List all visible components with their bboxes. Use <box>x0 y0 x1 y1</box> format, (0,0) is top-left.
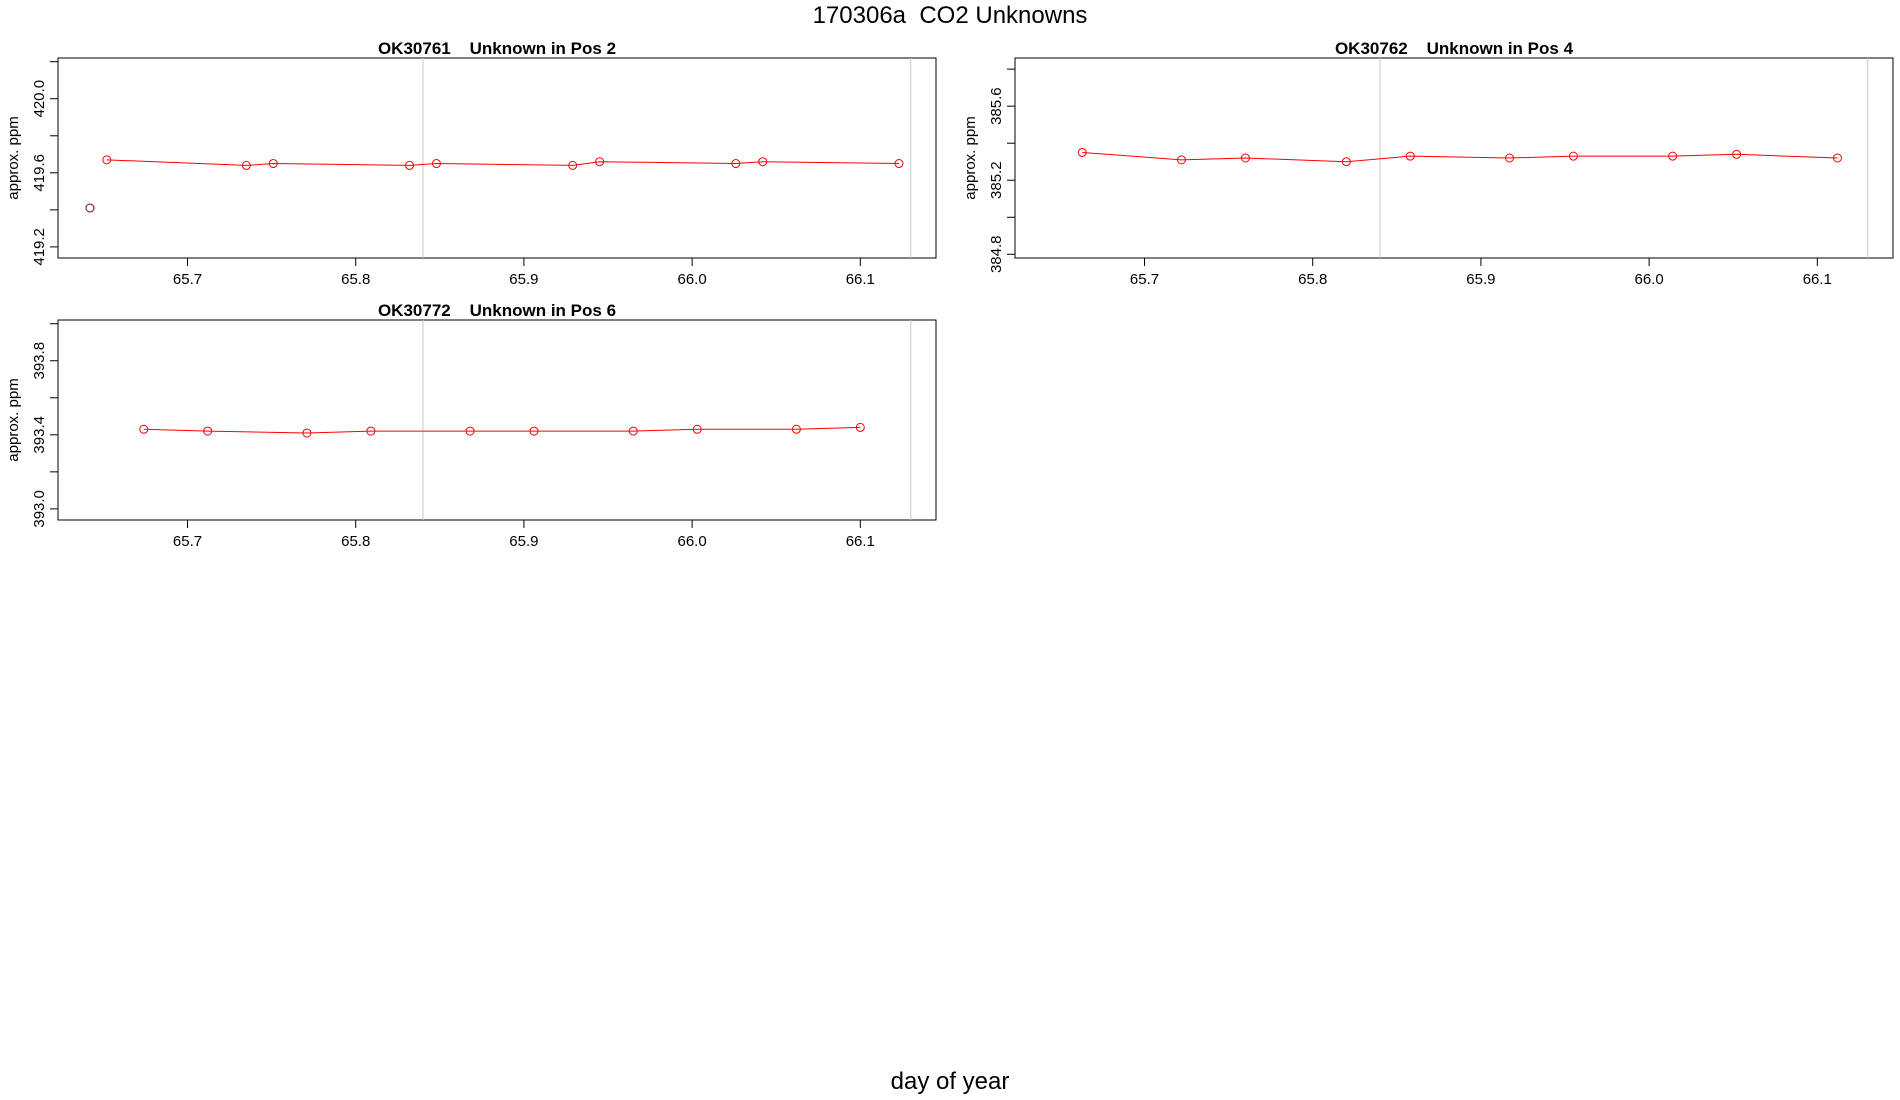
data-point <box>758 157 768 167</box>
y-tick-label: 385.6 <box>988 87 1005 125</box>
data-point <box>1568 151 1578 161</box>
y-axis-label: approx. ppm <box>5 116 22 199</box>
data-point <box>1732 149 1742 159</box>
y-tick-label: 384.8 <box>988 236 1005 274</box>
data-point <box>102 155 112 165</box>
plot-frame <box>1014 57 1894 259</box>
data-point <box>855 422 865 432</box>
x-tick-label: 66.1 <box>1803 271 1832 288</box>
x-tick-label: 65.8 <box>341 533 370 550</box>
data-point <box>1177 155 1187 165</box>
y-tick-label: 393.8 <box>31 342 48 380</box>
data-point <box>791 424 801 434</box>
figure-title: 170306a CO2 Unknowns <box>812 2 1088 29</box>
series-1-line <box>106 159 900 166</box>
data-point <box>1341 157 1351 167</box>
x-tick-label: 65.9 <box>1466 271 1495 288</box>
x-tick-label: 66.0 <box>678 533 707 550</box>
data-point <box>1405 151 1415 161</box>
y-tick-label: 393.4 <box>31 416 48 454</box>
data-point <box>241 160 251 170</box>
y-axis-label: approx. ppm <box>5 378 22 461</box>
y-tick-label: 393.0 <box>31 490 48 528</box>
x-tick-label: 65.8 <box>341 271 370 288</box>
x-tick-label: 65.9 <box>509 533 538 550</box>
data-point <box>1077 147 1087 157</box>
series-1-line <box>143 426 861 434</box>
y-axis-label: approx. ppm <box>962 116 979 199</box>
data-point <box>595 157 605 167</box>
data-point <box>85 203 95 213</box>
data-point <box>731 159 741 169</box>
x-tick-label: 66.0 <box>1635 271 1664 288</box>
data-point <box>203 426 213 436</box>
x-tick-label: 66.1 <box>846 271 875 288</box>
x-tick-label: 65.7 <box>1130 271 1159 288</box>
y-tick-label: 385.2 <box>988 161 1005 199</box>
x-tick-label: 65.9 <box>509 271 538 288</box>
x-tick-label: 66.0 <box>678 271 707 288</box>
data-point <box>1240 153 1250 163</box>
figure-x-axis-label: day of year <box>890 1068 1010 1095</box>
y-tick-label: 419.2 <box>31 228 48 266</box>
data-point <box>405 160 415 170</box>
x-tick-label: 65.7 <box>173 533 202 550</box>
chart-panel-2: OK30762 Unknown in Pos 4 65.7 65.8 65.9 66.0… <box>962 39 1894 288</box>
x-tick-label: 65.8 <box>1298 271 1327 288</box>
data-point <box>1832 153 1842 163</box>
data-point <box>465 426 475 436</box>
panel-title: OK30762 Unknown in Pos 4 <box>1335 39 1574 58</box>
x-tick-label: 65.7 <box>173 271 202 288</box>
data-point <box>431 159 441 169</box>
data-point <box>1505 153 1515 163</box>
plot-frame <box>57 319 937 521</box>
chart-panel-1: OK30761 Unknown in Pos 2 65.7 65.8 65.9 66.0… <box>5 39 937 288</box>
panel-title: OK30761 Unknown in Pos 2 <box>378 39 616 58</box>
data-point <box>139 424 149 434</box>
data-point <box>692 424 702 434</box>
series-1-line <box>1082 151 1838 163</box>
chart-panel-3: OK30772 Unknown in Pos 6 65.7 65.8 65.9 66.0… <box>5 301 937 550</box>
data-point <box>268 159 278 169</box>
panel-title: OK30772 Unknown in Pos 6 <box>378 301 616 320</box>
data-point <box>628 426 638 436</box>
data-point <box>568 160 578 170</box>
data-point <box>529 426 539 436</box>
x-tick-label: 66.1 <box>846 533 875 550</box>
plot-frame <box>57 57 937 259</box>
y-tick-label: 420.0 <box>31 80 48 118</box>
data-point <box>302 428 312 438</box>
data-point <box>894 159 904 169</box>
data-point <box>366 426 376 436</box>
data-point <box>1668 151 1678 161</box>
y-tick-label: 419.6 <box>31 154 48 192</box>
